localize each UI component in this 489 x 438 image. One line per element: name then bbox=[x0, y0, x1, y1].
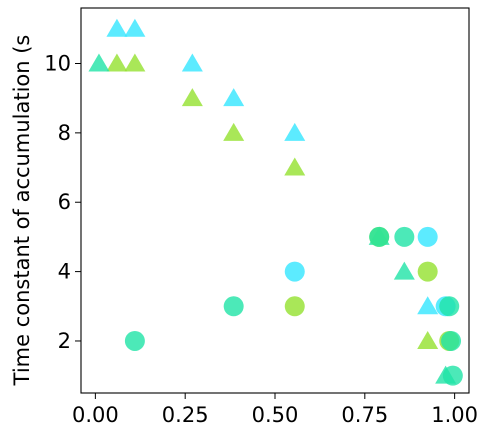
circle-marker bbox=[369, 226, 390, 247]
circle-marker bbox=[284, 261, 305, 282]
chart-marks bbox=[88, 18, 463, 386]
triangle-marker bbox=[417, 296, 439, 315]
triangle-marker bbox=[88, 53, 110, 72]
y-tick-label: 8 bbox=[58, 121, 71, 145]
x-tick-label: 0.75 bbox=[341, 403, 388, 427]
triangle-marker bbox=[124, 18, 146, 37]
triangle-marker bbox=[124, 53, 146, 72]
circle-marker bbox=[441, 330, 462, 351]
triangle-marker bbox=[181, 53, 203, 72]
y-axis-ticks: 2 4 6 8 10 bbox=[44, 51, 81, 353]
triangle-marker bbox=[223, 122, 245, 141]
x-tick-label: 0.50 bbox=[252, 403, 299, 427]
x-tick-label: 0.25 bbox=[162, 403, 209, 427]
circle-marker bbox=[223, 296, 244, 317]
triangle-marker bbox=[181, 88, 203, 107]
triangle-marker bbox=[106, 18, 128, 37]
circle-marker bbox=[417, 226, 438, 247]
triangle-marker bbox=[284, 122, 306, 141]
circle-marker bbox=[284, 296, 305, 317]
circle-marker bbox=[394, 226, 415, 247]
triangle-marker bbox=[223, 88, 245, 107]
y-tick-label: 2 bbox=[58, 329, 71, 353]
x-tick-label: 0.00 bbox=[72, 403, 119, 427]
circle-marker bbox=[124, 330, 145, 351]
triangle-marker bbox=[417, 330, 439, 349]
circle-marker bbox=[417, 261, 438, 282]
triangle-marker bbox=[106, 53, 128, 72]
x-axis-ticks: 0.00 0.25 0.50 0.75 1.00 bbox=[72, 393, 478, 427]
y-tick-label: 10 bbox=[44, 51, 71, 75]
triangle-marker bbox=[284, 157, 306, 176]
triangle-marker bbox=[393, 261, 415, 280]
y-tick-label: 6 bbox=[58, 190, 71, 214]
y-axis-label: Time constant of accumulation (s bbox=[10, 35, 34, 387]
x-tick-label: 1.00 bbox=[431, 403, 478, 427]
y-tick-label: 4 bbox=[58, 260, 71, 284]
circle-marker bbox=[439, 296, 460, 317]
circle-marker bbox=[442, 365, 463, 386]
